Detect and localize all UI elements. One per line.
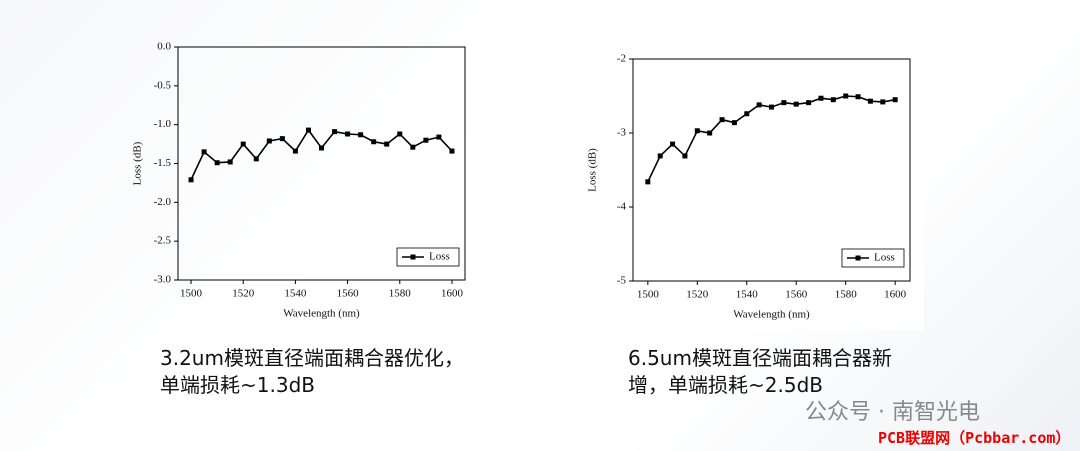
caption-line: 3.2um模斑直径端面耦合器优化， — [160, 346, 464, 370]
source: PCB联盟网（Pcbbar.com） — [878, 429, 1071, 447]
point-marker — [188, 177, 194, 183]
y-tick-label: -0.5 — [154, 79, 172, 91]
legend-marker — [855, 255, 861, 261]
point-marker — [423, 137, 429, 143]
legend-label: Loss — [429, 251, 450, 263]
x-tick-label: 1600 — [884, 289, 907, 301]
point-marker — [731, 120, 737, 126]
watermark: 公众号 · 南智光电 — [805, 400, 980, 425]
point-marker — [410, 144, 416, 150]
point-marker — [756, 102, 762, 108]
point-marker — [719, 117, 725, 123]
point-marker — [266, 138, 272, 144]
point-marker — [657, 153, 663, 159]
point-marker — [892, 97, 898, 103]
y-tick-label: -2.5 — [154, 235, 172, 247]
point-marker — [694, 128, 700, 134]
caption-line: 增，单端损耗~2.5dB — [628, 373, 823, 397]
x-tick-label: 1560 — [337, 288, 360, 300]
y-tick-label: -2.0 — [154, 196, 172, 208]
x-tick-label: 1500 — [637, 289, 660, 301]
point-marker — [682, 153, 688, 159]
x-tick-label: 1600 — [441, 288, 464, 300]
point-marker — [449, 148, 455, 154]
point-marker — [371, 139, 377, 145]
point-marker — [880, 99, 886, 105]
x-tick-label: 1520 — [686, 289, 709, 301]
point-marker — [645, 179, 651, 185]
plot-frame — [177, 46, 466, 281]
legend-box — [396, 247, 460, 267]
y-axis-label: Loss (dB) — [132, 141, 144, 185]
y-tick-label: -1.5 — [154, 157, 172, 169]
y-tick-label: -5 — [617, 275, 627, 287]
point-marker — [670, 141, 676, 147]
point-marker — [744, 111, 750, 117]
point-marker — [358, 132, 364, 138]
x-tick-label: 1520 — [232, 288, 255, 300]
point-marker — [867, 98, 873, 104]
point-marker — [436, 134, 442, 140]
point-marker — [279, 136, 285, 142]
y-tick-label: -4 — [617, 201, 627, 213]
legend-box — [841, 248, 905, 268]
point-marker — [397, 131, 403, 137]
y-tick-label: -3 — [617, 127, 627, 139]
point-marker — [707, 130, 713, 136]
point-marker — [227, 159, 233, 165]
point-marker — [345, 131, 351, 137]
point-marker — [855, 94, 861, 100]
caption-line: 6.5um模斑直径端面耦合器新 — [628, 346, 892, 370]
series-line — [190, 128, 453, 181]
point-marker — [253, 156, 259, 162]
x-tick-label: 1580 — [835, 289, 858, 301]
x-tick-label: 1580 — [389, 288, 412, 300]
point-marker — [332, 129, 338, 135]
point-marker — [384, 141, 390, 147]
x-tick-label: 1500 — [180, 288, 203, 300]
point-marker — [201, 149, 207, 155]
y-tick-label: -1.0 — [154, 118, 172, 130]
point-marker — [806, 100, 812, 106]
caption: 3.2um模斑直径端面耦合器优化， 单端损耗~1.3dB — [160, 345, 464, 399]
point-marker — [240, 141, 246, 147]
x-tick-label: 1540 — [284, 288, 307, 300]
legend-marker — [410, 254, 416, 260]
caption-line: 单端损耗~1.3dB — [160, 373, 315, 397]
x-tick-label: 1540 — [736, 289, 759, 301]
point-marker — [319, 145, 324, 151]
chart-panel — [586, 40, 924, 330]
point-marker — [830, 97, 836, 103]
y-tick-label: -2 — [617, 53, 626, 65]
caption: 6.5um模斑直径端面耦合器新 增，单端损耗~2.5dB — [628, 345, 892, 399]
legend-label: Loss — [874, 252, 895, 264]
point-marker — [793, 101, 799, 107]
y-tick-label: 0.0 — [157, 41, 171, 53]
point-marker — [818, 95, 824, 101]
point-marker — [843, 93, 849, 99]
point-marker — [292, 148, 298, 154]
y-axis-label: Loss (dB) — [587, 148, 599, 192]
point-marker — [769, 104, 774, 110]
x-axis-label: Wavelength (nm) — [733, 309, 810, 321]
point-marker — [305, 127, 311, 133]
point-marker — [781, 100, 787, 106]
x-tick-label: 1560 — [785, 289, 808, 301]
x-axis-label: Wavelength (nm) — [283, 308, 360, 320]
plot-frame — [632, 58, 911, 282]
y-tick-label: -3.0 — [154, 274, 172, 286]
point-marker — [214, 160, 220, 166]
